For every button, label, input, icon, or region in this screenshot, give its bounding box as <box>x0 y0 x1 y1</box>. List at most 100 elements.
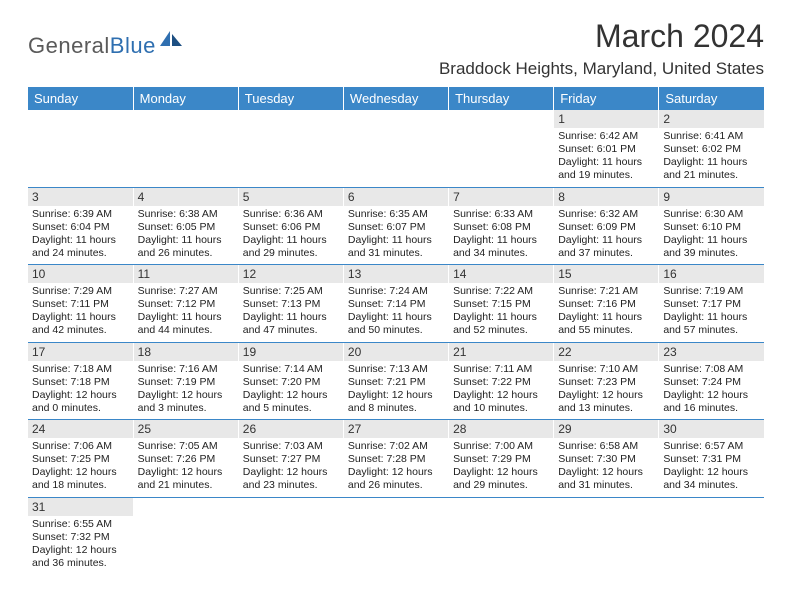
day-number <box>659 498 764 502</box>
calendar-day-cell <box>449 497 554 574</box>
daylight-text: Daylight: 12 hours and 23 minutes. <box>243 466 339 492</box>
sunset-text: Sunset: 6:09 PM <box>558 221 654 234</box>
calendar-day-cell: 17Sunrise: 7:18 AMSunset: 7:18 PMDayligh… <box>28 342 133 420</box>
calendar-day-cell: 19Sunrise: 7:14 AMSunset: 7:20 PMDayligh… <box>238 342 343 420</box>
daylight-text: Daylight: 11 hours and 39 minutes. <box>663 234 760 260</box>
daylight-text: Daylight: 12 hours and 13 minutes. <box>558 389 654 415</box>
day-number: 8 <box>554 188 658 206</box>
day-details: Sunrise: 6:41 AMSunset: 6:02 PMDaylight:… <box>659 128 764 187</box>
day-details: Sunrise: 6:30 AMSunset: 6:10 PMDaylight:… <box>659 206 764 265</box>
sunset-text: Sunset: 7:22 PM <box>453 376 549 389</box>
sunset-text: Sunset: 6:04 PM <box>32 221 129 234</box>
sunrise-text: Sunrise: 7:27 AM <box>138 285 234 298</box>
day-details: Sunrise: 6:58 AMSunset: 7:30 PMDaylight:… <box>554 438 658 497</box>
sunrise-text: Sunrise: 6:35 AM <box>348 208 444 221</box>
sunrise-text: Sunrise: 7:18 AM <box>32 363 129 376</box>
month-title: March 2024 <box>439 18 764 55</box>
sunrise-text: Sunrise: 7:16 AM <box>138 363 234 376</box>
sunrise-text: Sunrise: 7:10 AM <box>558 363 654 376</box>
day-details: Sunrise: 7:18 AMSunset: 7:18 PMDaylight:… <box>28 361 133 420</box>
calendar-day-cell: 11Sunrise: 7:27 AMSunset: 7:12 PMDayligh… <box>133 265 238 343</box>
sunset-text: Sunset: 7:27 PM <box>243 453 339 466</box>
day-number: 11 <box>134 265 238 283</box>
sunrise-text: Sunrise: 7:08 AM <box>663 363 760 376</box>
daylight-text: Daylight: 12 hours and 5 minutes. <box>243 389 339 415</box>
sunrise-text: Sunrise: 6:39 AM <box>32 208 129 221</box>
day-number: 12 <box>239 265 343 283</box>
day-number <box>134 498 238 502</box>
sunrise-text: Sunrise: 7:03 AM <box>243 440 339 453</box>
day-number: 19 <box>239 343 343 361</box>
day-number: 4 <box>134 188 238 206</box>
sunrise-text: Sunrise: 6:32 AM <box>558 208 654 221</box>
calendar-day-cell: 6Sunrise: 6:35 AMSunset: 6:07 PMDaylight… <box>343 187 448 265</box>
day-details: Sunrise: 7:14 AMSunset: 7:20 PMDaylight:… <box>239 361 343 420</box>
day-details: Sunrise: 7:24 AMSunset: 7:14 PMDaylight:… <box>344 283 448 342</box>
day-details: Sunrise: 7:16 AMSunset: 7:19 PMDaylight:… <box>134 361 238 420</box>
day-number: 3 <box>28 188 133 206</box>
sunset-text: Sunset: 7:15 PM <box>453 298 549 311</box>
calendar-day-cell <box>28 110 133 187</box>
sunset-text: Sunset: 7:32 PM <box>32 531 129 544</box>
day-number: 14 <box>449 265 553 283</box>
calendar-day-cell: 27Sunrise: 7:02 AMSunset: 7:28 PMDayligh… <box>343 420 448 498</box>
day-number <box>449 498 553 502</box>
day-number: 1 <box>554 110 658 128</box>
day-details: Sunrise: 6:35 AMSunset: 6:07 PMDaylight:… <box>344 206 448 265</box>
daylight-text: Daylight: 12 hours and 26 minutes. <box>348 466 444 492</box>
daylight-text: Daylight: 11 hours and 26 minutes. <box>138 234 234 260</box>
calendar-day-cell: 28Sunrise: 7:00 AMSunset: 7:29 PMDayligh… <box>449 420 554 498</box>
daylight-text: Daylight: 12 hours and 10 minutes. <box>453 389 549 415</box>
day-number: 29 <box>554 420 658 438</box>
day-number: 27 <box>344 420 448 438</box>
daylight-text: Daylight: 11 hours and 21 minutes. <box>663 156 760 182</box>
day-details: Sunrise: 7:27 AMSunset: 7:12 PMDaylight:… <box>134 283 238 342</box>
sunset-text: Sunset: 7:28 PM <box>348 453 444 466</box>
day-number: 2 <box>659 110 764 128</box>
calendar-day-cell <box>659 497 764 574</box>
calendar-day-cell: 15Sunrise: 7:21 AMSunset: 7:16 PMDayligh… <box>554 265 659 343</box>
calendar-day-cell: 18Sunrise: 7:16 AMSunset: 7:19 PMDayligh… <box>133 342 238 420</box>
day-number: 6 <box>344 188 448 206</box>
calendar-day-cell: 9Sunrise: 6:30 AMSunset: 6:10 PMDaylight… <box>659 187 764 265</box>
calendar-week-row: 17Sunrise: 7:18 AMSunset: 7:18 PMDayligh… <box>28 342 764 420</box>
weekday-header: Sunday <box>28 87 133 110</box>
day-number: 26 <box>239 420 343 438</box>
daylight-text: Daylight: 12 hours and 21 minutes. <box>138 466 234 492</box>
calendar-day-cell: 8Sunrise: 6:32 AMSunset: 6:09 PMDaylight… <box>554 187 659 265</box>
sunrise-text: Sunrise: 6:58 AM <box>558 440 654 453</box>
day-number <box>28 110 133 114</box>
weekday-header-row: Sunday Monday Tuesday Wednesday Thursday… <box>28 87 764 110</box>
day-details: Sunrise: 7:11 AMSunset: 7:22 PMDaylight:… <box>449 361 553 420</box>
calendar-day-cell: 24Sunrise: 7:06 AMSunset: 7:25 PMDayligh… <box>28 420 133 498</box>
calendar-day-cell: 14Sunrise: 7:22 AMSunset: 7:15 PMDayligh… <box>449 265 554 343</box>
sunrise-text: Sunrise: 7:14 AM <box>243 363 339 376</box>
day-number: 17 <box>28 343 133 361</box>
calendar-week-row: 24Sunrise: 7:06 AMSunset: 7:25 PMDayligh… <box>28 420 764 498</box>
day-details: Sunrise: 7:08 AMSunset: 7:24 PMDaylight:… <box>659 361 764 420</box>
day-details: Sunrise: 6:38 AMSunset: 6:05 PMDaylight:… <box>134 206 238 265</box>
calendar-page: GeneralBlue March 2024 Braddock Heights,… <box>0 0 792 592</box>
sunset-text: Sunset: 7:29 PM <box>453 453 549 466</box>
daylight-text: Daylight: 12 hours and 3 minutes. <box>138 389 234 415</box>
sunset-text: Sunset: 7:17 PM <box>663 298 760 311</box>
calendar-day-cell: 31Sunrise: 6:55 AMSunset: 7:32 PMDayligh… <box>28 497 133 574</box>
day-details: Sunrise: 6:39 AMSunset: 6:04 PMDaylight:… <box>28 206 133 265</box>
day-number: 13 <box>344 265 448 283</box>
calendar-day-cell: 23Sunrise: 7:08 AMSunset: 7:24 PMDayligh… <box>659 342 764 420</box>
sunset-text: Sunset: 6:02 PM <box>663 143 760 156</box>
weekday-header: Tuesday <box>238 87 343 110</box>
calendar-week-row: 3Sunrise: 6:39 AMSunset: 6:04 PMDaylight… <box>28 187 764 265</box>
day-details: Sunrise: 6:57 AMSunset: 7:31 PMDaylight:… <box>659 438 764 497</box>
page-header: GeneralBlue March 2024 Braddock Heights,… <box>28 18 764 79</box>
calendar-day-cell <box>449 110 554 187</box>
sunset-text: Sunset: 6:06 PM <box>243 221 339 234</box>
daylight-text: Daylight: 11 hours and 52 minutes. <box>453 311 549 337</box>
daylight-text: Daylight: 11 hours and 55 minutes. <box>558 311 654 337</box>
sunset-text: Sunset: 7:24 PM <box>663 376 760 389</box>
calendar-week-row: 1Sunrise: 6:42 AMSunset: 6:01 PMDaylight… <box>28 110 764 187</box>
day-details: Sunrise: 6:42 AMSunset: 6:01 PMDaylight:… <box>554 128 658 187</box>
sunrise-text: Sunrise: 7:29 AM <box>32 285 129 298</box>
sunrise-text: Sunrise: 7:21 AM <box>558 285 654 298</box>
title-block: March 2024 Braddock Heights, Maryland, U… <box>439 18 764 79</box>
